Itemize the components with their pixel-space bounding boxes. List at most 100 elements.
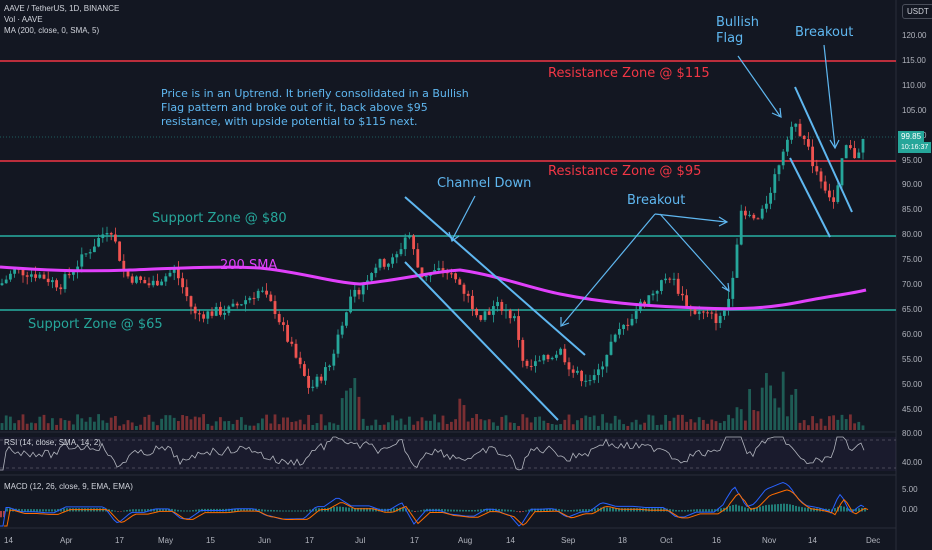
candle-body xyxy=(676,278,680,294)
candle-body xyxy=(105,233,109,235)
candle-body xyxy=(702,311,705,313)
volume-bar xyxy=(168,415,172,430)
candle-body xyxy=(126,270,130,277)
price-tick: 55.00 xyxy=(902,354,923,364)
macd-histogram-bar xyxy=(261,509,263,512)
volume-bar xyxy=(739,409,743,430)
volume-bar xyxy=(853,423,856,430)
macd-histogram-bar xyxy=(714,509,716,512)
macd-histogram-bar xyxy=(450,509,452,512)
candle-body xyxy=(584,380,588,382)
candle-body xyxy=(399,249,403,255)
support-65-label: Support Zone @ $65 xyxy=(28,317,163,332)
macd-histogram-bar xyxy=(636,508,638,512)
macd-histogram-bar xyxy=(762,505,764,512)
candle-body xyxy=(9,273,12,280)
macd-histogram-bar xyxy=(270,509,272,512)
candle-body xyxy=(618,328,621,335)
macd-histogram-bar xyxy=(330,507,332,512)
macd-histogram-bar xyxy=(669,509,671,512)
volume-bar xyxy=(756,411,760,430)
macd-histogram-bar xyxy=(777,504,779,512)
candle-body xyxy=(13,268,16,274)
candle-body xyxy=(353,289,357,297)
macd-histogram-bar xyxy=(156,508,158,512)
volume-bar xyxy=(538,416,541,430)
macd-histogram-bar xyxy=(294,510,296,512)
volume-bar xyxy=(55,424,58,430)
sma-label: 200 SMA xyxy=(220,258,278,273)
candle-body xyxy=(815,166,819,172)
macd-histogram-bar xyxy=(357,508,359,512)
volume-bar xyxy=(672,417,676,430)
macd-histogram-bar xyxy=(168,508,170,512)
candle-body xyxy=(571,369,575,373)
volume-bar xyxy=(240,417,243,430)
volume-bar xyxy=(655,425,659,430)
volume-bar xyxy=(261,418,264,430)
macd-histogram-bar xyxy=(132,509,134,512)
candle-body xyxy=(227,306,231,313)
macd-histogram-bar xyxy=(54,509,56,512)
candle-body xyxy=(172,268,176,273)
volume-bar xyxy=(328,422,331,430)
macd-histogram-bar xyxy=(348,507,350,512)
volume-bar xyxy=(576,420,579,430)
candle-body xyxy=(773,174,777,193)
time-tick: Dec xyxy=(866,536,881,545)
volume-bar xyxy=(748,389,751,430)
price-tick: 110.00 xyxy=(902,80,926,90)
volume-bar xyxy=(781,371,785,430)
volume-bar xyxy=(122,424,126,430)
macd-histogram-bar xyxy=(849,508,851,512)
candle-body xyxy=(114,234,117,242)
candle-body xyxy=(508,310,512,319)
volume-bar xyxy=(315,423,319,430)
volume-bar xyxy=(357,396,361,430)
candle-body xyxy=(51,280,54,283)
candle-body xyxy=(811,146,814,167)
macd-histogram-bar xyxy=(561,509,563,512)
candle-body xyxy=(38,274,42,278)
macd-legend[interactable]: MACD (12, 26, close, 9, EMA, EMA) xyxy=(4,482,133,491)
bullish-flag-label-1: Bullish xyxy=(716,15,760,30)
candle-body xyxy=(290,341,294,344)
price-tick: 60.00 xyxy=(902,329,923,339)
macd-histogram-bar xyxy=(402,507,404,512)
candle-body xyxy=(185,287,189,297)
macd-histogram-bar xyxy=(120,511,122,512)
macd-histogram-bar xyxy=(786,503,788,512)
volume-bar xyxy=(0,423,4,430)
macd-histogram-bar xyxy=(258,509,260,512)
candle-body xyxy=(206,311,210,319)
macd-histogram-bar xyxy=(846,507,848,512)
volume-bar xyxy=(647,414,651,430)
candle-body xyxy=(672,278,676,280)
volume-bar xyxy=(429,420,432,430)
volume-bar xyxy=(777,407,781,430)
candle-body xyxy=(80,254,84,267)
currency-button[interactable]: USDT xyxy=(902,4,932,19)
macd-histogram-bar xyxy=(702,509,704,512)
candle-body xyxy=(748,214,751,216)
price-tick: 105.00 xyxy=(902,105,927,115)
volume-legend[interactable]: Vol · AAVE xyxy=(4,15,43,24)
macd-histogram-bar xyxy=(306,510,308,512)
volume-bar xyxy=(521,414,525,430)
candle-body xyxy=(340,325,344,335)
time-tick: 17 xyxy=(115,536,124,545)
time-tick: Aug xyxy=(458,536,473,545)
candle-body xyxy=(807,139,810,147)
candle-body xyxy=(130,276,134,283)
volume-bar xyxy=(861,425,865,430)
rsi-legend[interactable]: RSI (14, close, SMA, 14, 2) xyxy=(4,438,101,447)
volume-bar xyxy=(420,417,424,430)
symbol-title[interactable]: AAVE / TetherUS, 1D, BINANCE xyxy=(4,4,120,13)
candle-body xyxy=(25,275,29,277)
ma-legend[interactable]: MA (200, close, 0, SMA, 5) xyxy=(4,26,100,35)
candle-body xyxy=(576,370,579,373)
volume-bar xyxy=(290,421,294,430)
macd-histogram-bar xyxy=(525,510,527,512)
macd-histogram-bar xyxy=(3,511,5,518)
